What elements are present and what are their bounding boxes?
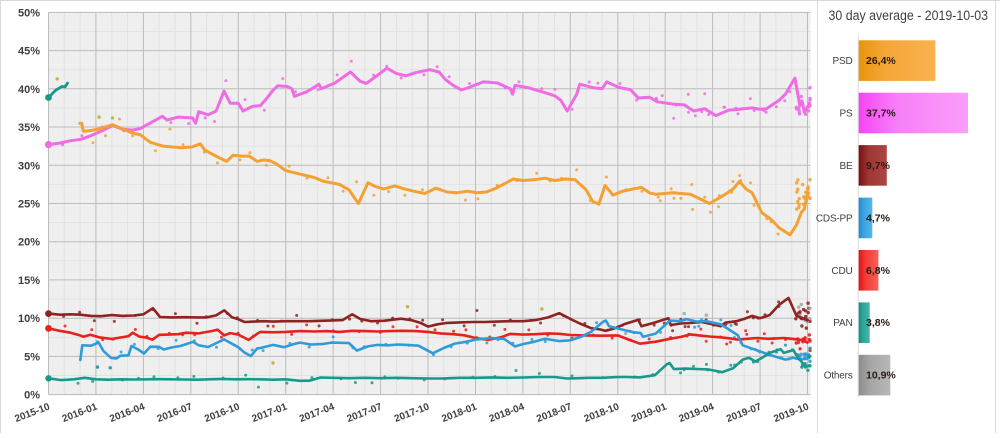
svg-text:37,7%: 37,7%	[866, 108, 896, 120]
svg-text:0%: 0%	[24, 390, 40, 402]
svg-text:26,4%: 26,4%	[866, 55, 896, 67]
svg-text:PSD: PSD	[833, 56, 853, 67]
svg-text:4,7%: 4,7%	[866, 212, 891, 224]
svg-text:10,9%: 10,9%	[866, 370, 896, 382]
svg-text:CDU: CDU	[831, 266, 852, 277]
svg-text:30%: 30%	[18, 160, 40, 172]
svg-text:15%: 15%	[18, 275, 40, 287]
svg-text:6,8%: 6,8%	[866, 265, 891, 277]
svg-text:BE: BE	[840, 161, 853, 172]
svg-text:10%: 10%	[18, 313, 40, 325]
svg-text:PS: PS	[840, 109, 853, 120]
svg-text:30 day average - 2019-10-03: 30 day average - 2019-10-03	[829, 8, 989, 23]
svg-text:40%: 40%	[18, 84, 40, 96]
svg-text:CDS-PP: CDS-PP	[816, 213, 853, 224]
svg-text:45%: 45%	[18, 46, 40, 58]
svg-text:50%: 50%	[18, 7, 40, 19]
svg-text:3,8%: 3,8%	[866, 317, 891, 329]
svg-text:Others: Others	[824, 371, 853, 382]
svg-text:5%: 5%	[24, 351, 40, 363]
svg-text:9,7%: 9,7%	[866, 160, 891, 172]
svg-text:25%: 25%	[18, 199, 40, 211]
svg-text:35%: 35%	[18, 122, 40, 134]
svg-text:PAN: PAN	[833, 318, 852, 329]
svg-text:20%: 20%	[18, 237, 40, 249]
